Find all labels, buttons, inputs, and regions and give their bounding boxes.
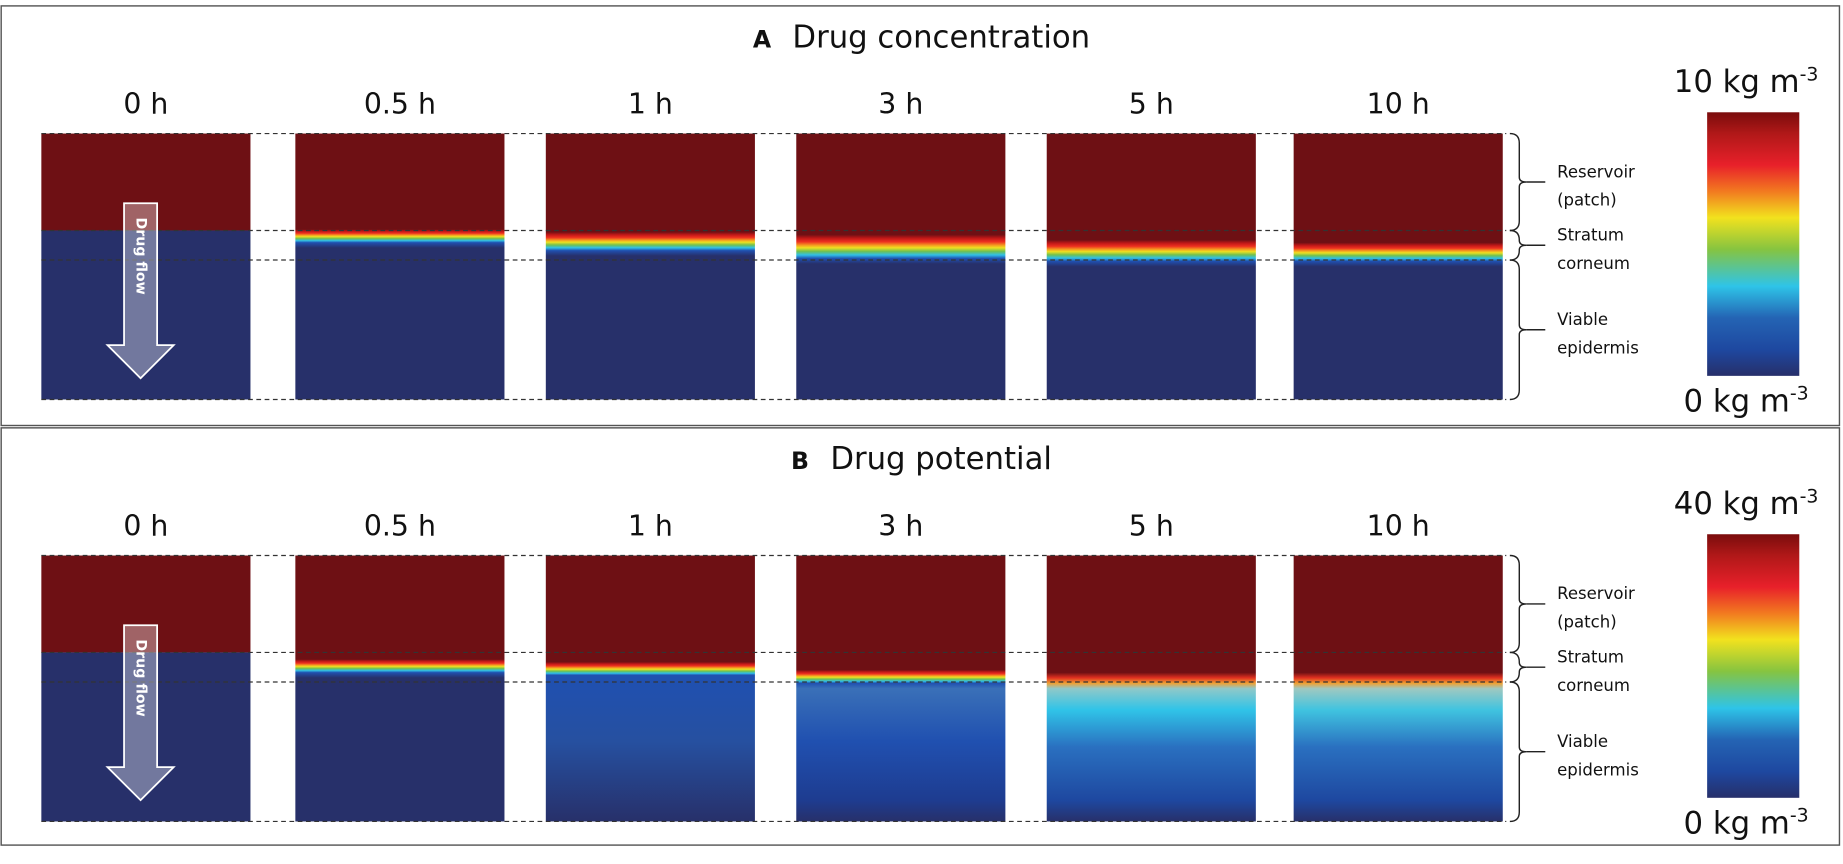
reservoir (41, 133, 251, 231)
panel: A Drug concentration 0 h 0.5 h 1 h 3 h 5 h 10 h… (0, 5, 1841, 427)
profile (1046, 133, 1256, 400)
panel-letter: B (791, 447, 809, 475)
profile (545, 133, 755, 400)
flow-arrow (105, 624, 176, 802)
colorbar-text: 0 kg m (1684, 805, 1790, 841)
profile (295, 555, 505, 822)
colorbar-label: 40 kg m-3 (1674, 485, 1819, 522)
profile (1046, 555, 1256, 822)
time-label: 3 h (878, 87, 923, 120)
layer-label: Stratum (1557, 226, 1624, 245)
brace (1509, 554, 1527, 654)
brace (1509, 651, 1527, 683)
panel-frame (0, 427, 1841, 846)
colorbar-label: 0 kg m-3 (1684, 382, 1809, 419)
profile (796, 133, 1006, 400)
panel-letter: A (753, 25, 772, 53)
layer-label: Stratum (1557, 647, 1624, 666)
layer-label: corneum (1557, 254, 1630, 273)
panel-heading: B Drug potential (791, 441, 1052, 477)
layer-label: epidermis (1557, 338, 1639, 357)
profile (545, 555, 755, 822)
layer-label: Reservoir (1557, 584, 1635, 603)
flow-arrow (105, 202, 176, 380)
profile (295, 133, 505, 400)
layer-label: Viable (1557, 310, 1608, 329)
brace (1509, 229, 1527, 261)
colorbar-label: 0 kg m-3 (1684, 804, 1809, 841)
profile (796, 555, 1006, 822)
colorbar-text: 0 kg m (1684, 383, 1790, 419)
skin (41, 230, 251, 400)
skin (41, 652, 251, 822)
panel-frame (0, 5, 1841, 427)
time-label: 0.5 h (364, 509, 436, 542)
time-label: 5 h (1129, 87, 1174, 120)
time-label: 0 h (123, 87, 168, 120)
layer-label: (patch) (1557, 191, 1617, 210)
colorbar-superscript: -3 (1790, 382, 1809, 404)
layer-label: epidermis (1557, 760, 1639, 779)
colorbar-text: 10 kg m (1674, 64, 1800, 100)
panel-title: Drug concentration (792, 19, 1090, 55)
time-label: 10 h (1367, 87, 1430, 120)
panel-heading: A Drug concentration (753, 19, 1090, 55)
panel-title: Drug potential (830, 441, 1052, 477)
colorbar-label: 10 kg m-3 (1674, 63, 1819, 100)
reservoir (41, 555, 251, 653)
panel: B Drug potential 0 h 0.5 h 1 h 3 h 5 h 10 h Rese… (0, 427, 1841, 846)
brace (1509, 132, 1527, 232)
arrow-label: Drug flow (133, 217, 149, 294)
time-label: 10 h (1367, 509, 1430, 542)
colorbar-superscript: -3 (1800, 63, 1819, 85)
colorbar (1707, 534, 1800, 798)
layer-label: Viable (1557, 732, 1608, 751)
colorbar (1707, 112, 1800, 376)
time-label: 0.5 h (364, 87, 436, 120)
brace (1509, 681, 1527, 823)
arrow-label: Drug flow (133, 639, 149, 716)
colorbar-text: 40 kg m (1674, 486, 1800, 522)
profile (1293, 133, 1503, 400)
brace (1509, 259, 1527, 401)
time-label: 1 h (628, 87, 673, 120)
colorbar-superscript: -3 (1800, 485, 1819, 507)
colorbar-superscript: -3 (1790, 804, 1809, 826)
layer-label: Reservoir (1557, 162, 1635, 181)
profile (1293, 555, 1503, 822)
layer-label: corneum (1557, 676, 1630, 695)
layer-label: (patch) (1557, 613, 1617, 632)
time-label: 0 h (123, 509, 168, 542)
time-label: 1 h (628, 509, 673, 542)
time-label: 5 h (1129, 509, 1174, 542)
time-label: 3 h (878, 509, 923, 542)
